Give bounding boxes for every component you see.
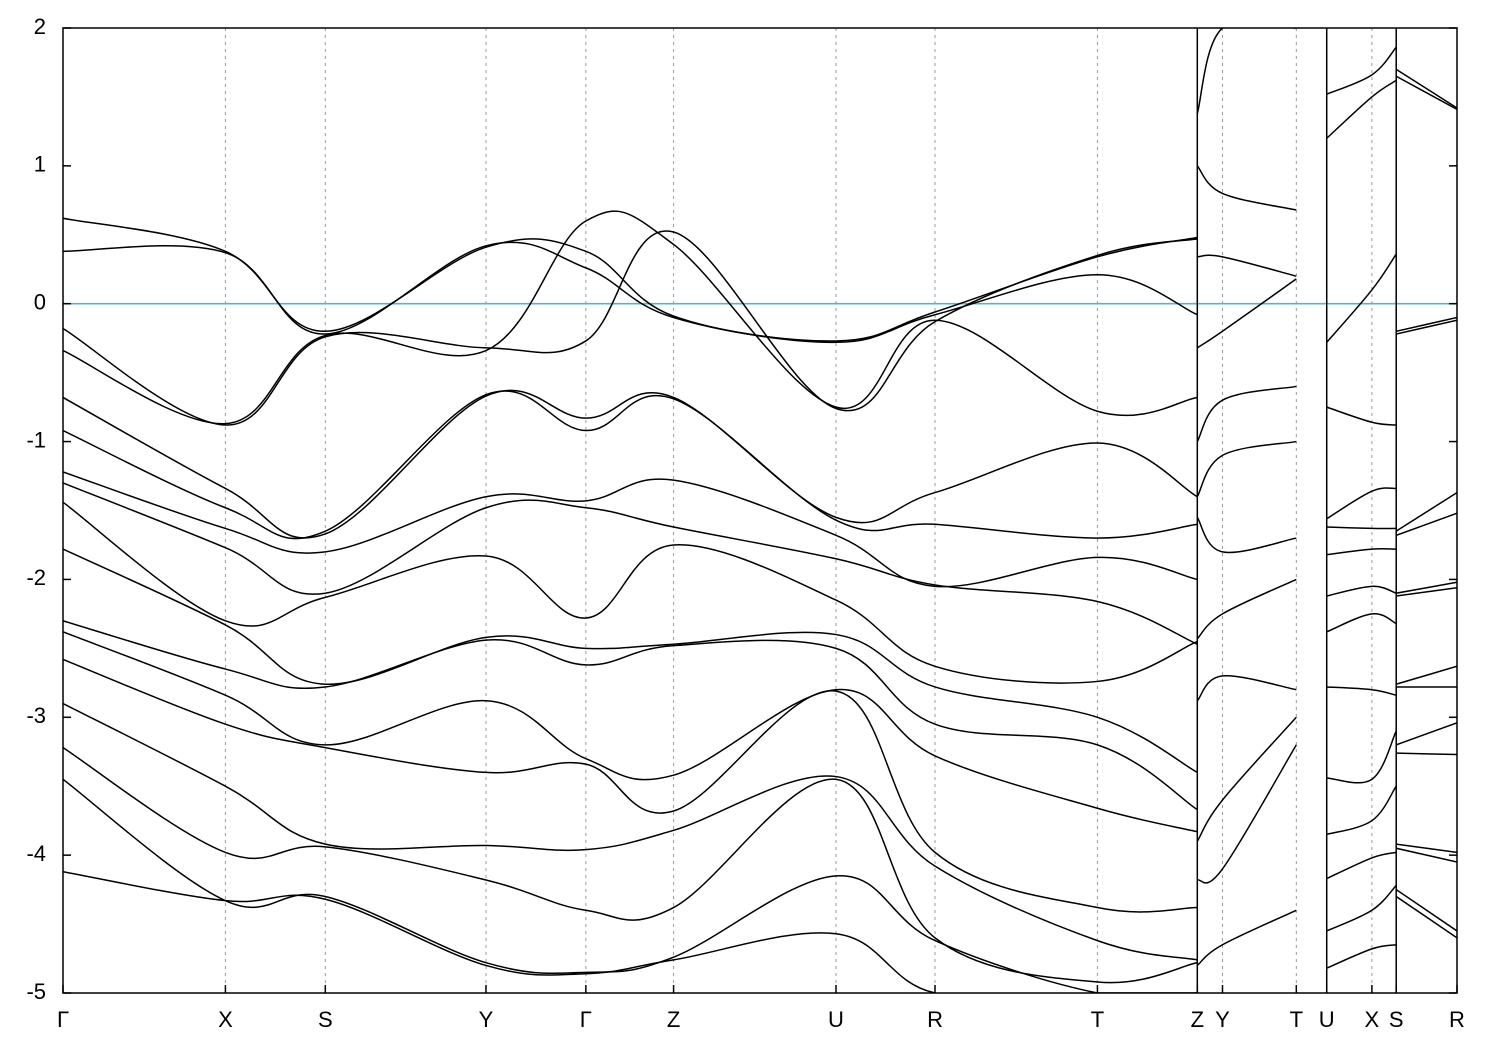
band-line [1196, 675, 1297, 702]
band-line [1326, 487, 1397, 520]
y-axis-ticks: 2 1 0 -1 -2 -3 -4 -5 [26, 14, 1457, 1004]
band-line [63, 230, 1198, 426]
x-tick-label: Γ [580, 1007, 592, 1032]
y-tick-label: 2 [34, 14, 46, 39]
y-tick-label: 0 [34, 290, 46, 315]
band-line [1326, 547, 1397, 556]
band-line [1396, 843, 1457, 854]
band-line [1326, 46, 1397, 95]
band-line [1326, 526, 1397, 530]
band-line [63, 778, 1198, 993]
band-line [1326, 884, 1397, 932]
band-line [1326, 79, 1397, 139]
band-line [1395, 68, 1457, 109]
band-line [1196, 716, 1297, 842]
x-tick-label: Z [667, 1007, 680, 1032]
band-line [1196, 28, 1297, 114]
band-line [1196, 909, 1297, 967]
band-line [1196, 165, 1297, 211]
path-break-lines [1196, 28, 1397, 993]
band-line [1395, 75, 1457, 110]
band-line [1196, 278, 1297, 349]
x-tick-label: X [1365, 1007, 1380, 1032]
band-line [63, 390, 1198, 540]
band-line [1196, 385, 1297, 442]
y-tick-label: -3 [26, 703, 46, 728]
band-line [1326, 585, 1397, 597]
band-line [63, 501, 1198, 684]
y-tick-label: -2 [26, 565, 46, 590]
band-line [1395, 512, 1457, 537]
x-tick-label: S [318, 1007, 333, 1032]
plot-frame [62, 27, 1458, 994]
band-line [63, 389, 1198, 539]
band-line [1326, 253, 1397, 343]
band-line [1396, 847, 1457, 863]
x-tick-label: Y [479, 1007, 494, 1032]
band-line [63, 548, 1198, 774]
band-line [63, 702, 1198, 961]
y-tick-label: -5 [26, 979, 46, 1004]
x-tick-label: S [1389, 1007, 1404, 1032]
band-lines [63, 28, 1457, 993]
band-line [63, 482, 1198, 645]
band-line [63, 620, 1198, 811]
band-line [1395, 895, 1457, 939]
band-line [1326, 613, 1397, 633]
band-line [1326, 686, 1397, 696]
band-line [1396, 316, 1457, 333]
band-line [1326, 785, 1397, 836]
band-line [1326, 730, 1397, 784]
x-tick-label: R [1449, 1007, 1465, 1032]
band-line [63, 658, 1198, 913]
x-tick-label: Z [1191, 1007, 1204, 1032]
band-line [1395, 722, 1457, 746]
y-tick-label: -1 [26, 427, 46, 452]
band-line [63, 210, 1198, 425]
band-line [1326, 406, 1397, 426]
x-tick-label: R [927, 1007, 943, 1032]
band-line [63, 241, 1198, 344]
band-line [1326, 851, 1397, 880]
x-tick-label: U [1319, 1007, 1335, 1032]
band-line [1395, 491, 1457, 532]
band-line [1196, 578, 1297, 640]
band-line [63, 870, 1198, 993]
x-tick-label: U [828, 1007, 844, 1032]
band-line [1395, 665, 1457, 685]
band-line [1396, 319, 1457, 335]
band-line [1196, 440, 1297, 498]
band-line [1196, 516, 1297, 554]
band-line [1396, 586, 1457, 597]
band-line [63, 746, 1198, 984]
band-line [1197, 744, 1297, 884]
band-line [1396, 581, 1457, 594]
band-line [1326, 944, 1397, 969]
x-tick-label: T [1290, 1007, 1303, 1032]
band-line [1395, 888, 1457, 932]
x-tick-label: Γ [57, 1007, 69, 1032]
band-line [1197, 254, 1297, 277]
x-tick-label: T [1091, 1007, 1104, 1032]
band-line [63, 471, 1198, 588]
band-line [1396, 752, 1457, 756]
y-tick-label: 1 [34, 152, 46, 177]
band-line [63, 631, 1198, 833]
x-tick-label: Y [1215, 1007, 1230, 1032]
x-tick-label: X [218, 1007, 233, 1032]
y-tick-label: -4 [26, 841, 46, 866]
